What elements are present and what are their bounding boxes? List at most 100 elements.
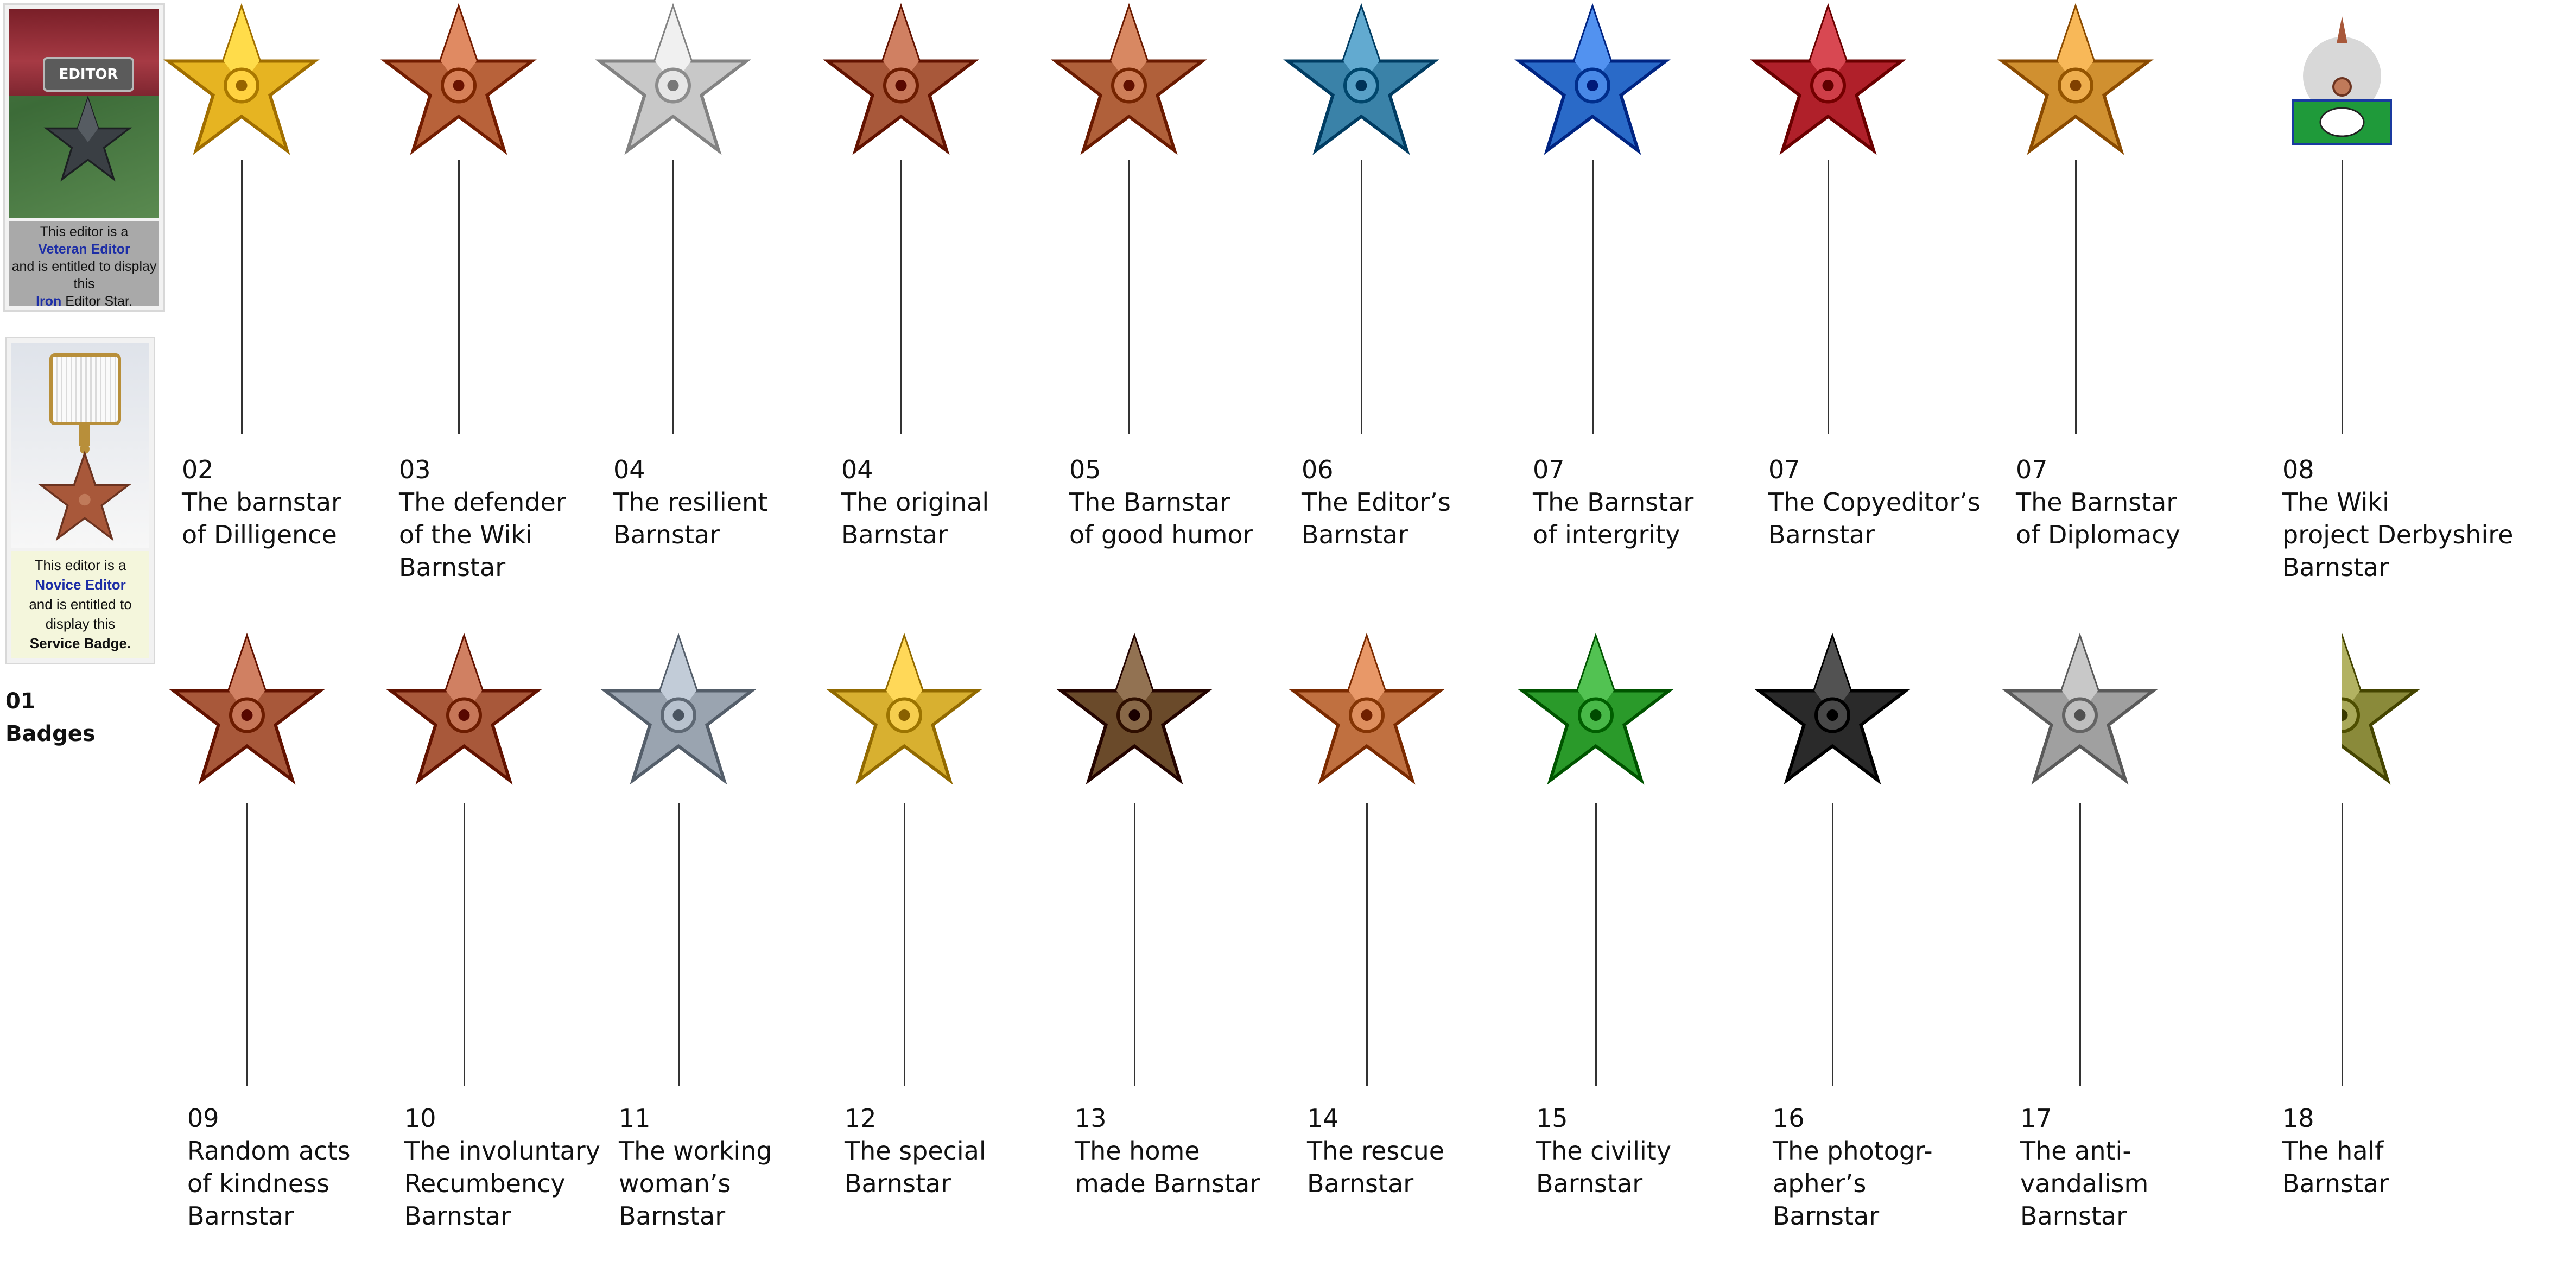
barnstar-title-line: Recumbency	[404, 1169, 566, 1198]
barnstar-title-line: The half	[2282, 1136, 2384, 1165]
barnstar-number: 18	[2282, 1104, 2314, 1133]
barnstar-title-line: Barnstar	[1307, 1169, 1414, 1198]
steel-blue-barnstar-icon	[600, 632, 757, 785]
laurel-barnstar-icon	[1997, 3, 2154, 155]
badge-text-line: This editor is a	[34, 557, 126, 573]
barnstar-title-line: of intergrity	[1533, 520, 1680, 549]
barnstar-title-line: The Barnstar	[2016, 487, 2177, 517]
smiley-barnstar-icon	[169, 632, 325, 785]
blue-barnstar-icon	[1283, 3, 1439, 155]
editor-tag: EDITOR	[43, 57, 134, 92]
barnstar-title-line: Barnstar	[1768, 520, 1875, 549]
barnstar-title-line: Barnstar	[1302, 520, 1408, 549]
barnstar-caption: 06 The Editor’s Barnstar	[1302, 453, 1451, 551]
bronze-barnstar-icon	[823, 3, 979, 155]
gold-barnstar-icon	[163, 3, 320, 155]
barnstar-number: 02	[182, 455, 214, 484]
barnstar-caption: 16 The photogr-apher’s Barnstar	[1773, 1102, 1933, 1232]
silver-barnstar-icon	[595, 3, 751, 155]
barnstar-title-line: Barnstar	[841, 520, 948, 549]
connector-line	[678, 803, 680, 1086]
barnstar-title-line: Barnstar	[2282, 1169, 2389, 1198]
barnstar-title-line: The defender	[399, 487, 566, 517]
connector-line	[900, 160, 902, 434]
barnstar-caption: 10 The involuntary Recumbency Barnstar	[404, 1102, 600, 1232]
derbyshire-ram-icon	[2292, 16, 2392, 145]
connector-line	[246, 803, 248, 1086]
connector-line	[2079, 803, 2081, 1086]
barnstar-title-line: The rescue	[1307, 1136, 1445, 1165]
badge-text-line: this	[73, 276, 95, 292]
section-title: 01 Badges	[5, 685, 96, 750]
barnstar-title-line: The civility	[1536, 1136, 1672, 1165]
helicopter-barnstar-icon	[1289, 632, 1445, 785]
barnstar-title-line: Barnstar	[845, 1169, 951, 1198]
barnstar-number: 07	[2016, 455, 2048, 484]
connector-line	[1592, 160, 1594, 434]
barnstar-caption: 07 The Barnstar of intergrity	[1533, 453, 1693, 551]
connector-line	[672, 160, 674, 434]
barnstar-number: 15	[1536, 1104, 1568, 1133]
novice-editor-badge: This editor is a Novice Editor and is en…	[5, 337, 155, 664]
barnstar-number: 06	[1302, 455, 1334, 484]
barnstar-number: 12	[845, 1104, 877, 1133]
connector-line	[1366, 803, 1368, 1086]
barnstar-title-line: Barnstar	[187, 1201, 294, 1231]
badge-text-line: and is entitled to display	[11, 259, 157, 274]
barnstar-number: 08	[2282, 455, 2314, 484]
barnstar-caption: 14 The rescue Barnstar	[1307, 1102, 1444, 1200]
medal-clasp-icon	[79, 424, 90, 454]
barnstar-title-line: The special	[845, 1136, 986, 1165]
barnstar-number: 16	[1773, 1104, 1805, 1133]
barnstar-caption: 04 The resilient Barnstar	[613, 453, 767, 551]
barnstar-number: 05	[1069, 455, 1101, 484]
connector-line	[464, 803, 465, 1086]
connector-line	[458, 160, 460, 434]
barnstar-title-line: of Diplomacy	[2016, 520, 2180, 549]
barnstar-caption: 15 The civility Barnstar	[1536, 1102, 1671, 1200]
barnstar-title-line: Barnstar	[399, 553, 506, 582]
barnstar-title-line: The involuntary	[404, 1136, 600, 1165]
connector-line	[904, 803, 905, 1086]
smiling-barnstar-icon	[1051, 3, 1207, 155]
barnstar-caption: 13 The home made Barnstar	[1075, 1102, 1260, 1200]
barnstar-title-line: The Wiki	[2282, 487, 2389, 517]
barnstar-title-line: The barnstar	[182, 487, 341, 517]
barnstar-title-line: The Copyeditor’s	[1768, 487, 1981, 517]
knight-helmet-barnstar-icon	[380, 3, 537, 155]
barnstar-caption: 02 The barnstar of Dilligence	[182, 453, 341, 551]
veteran-editor-link[interactable]: Veteran Editor	[38, 242, 130, 257]
barnstar-title-line: apher’s	[1773, 1169, 1867, 1198]
barnstar-caption: 08 The Wiki project Derbyshire Barnstar	[2282, 453, 2513, 584]
twig-barnstar-icon	[1056, 632, 1213, 785]
camera-lens-barnstar-icon	[1754, 632, 1911, 785]
barnstar-number: 04	[613, 455, 645, 484]
barnstar-number: 07	[1768, 455, 1800, 484]
barnstar-title-line: Barnstar	[2020, 1201, 2127, 1231]
badge-text-line: and is entitled to	[29, 596, 132, 612]
barnstar-title-line: The Editor’s	[1302, 487, 1451, 517]
barnstar-title-line: made Barnstar	[1075, 1169, 1260, 1198]
barnstar-title-line: Barnstar	[613, 520, 720, 549]
barnstar-title-line: Barnstar	[619, 1201, 726, 1231]
novice-editor-link[interactable]: Novice Editor	[35, 577, 126, 593]
barnstar-title-line: woman’s	[619, 1169, 731, 1198]
connector-line	[2342, 803, 2343, 1086]
iron-editor-star-image: EDITOR	[9, 9, 159, 218]
barnstar-caption: 03 The defender of the Wiki Barnstar	[399, 453, 566, 584]
barnstar-number: 03	[399, 455, 431, 484]
connector-line	[1134, 803, 1135, 1086]
barnstar-number: 14	[1307, 1104, 1339, 1133]
barnstar-number: 10	[404, 1104, 436, 1133]
iron-link[interactable]: Iron	[36, 294, 62, 309]
barnstar-caption: 04 The original Barnstar	[841, 453, 989, 551]
teacup-barnstar-icon	[1518, 632, 1674, 785]
barnstar-number: 04	[841, 455, 873, 484]
section-heading: Badges	[5, 721, 96, 746]
barnstar-number: 17	[2020, 1104, 2052, 1133]
veteran-badge-text: This editor is a Veteran Editor and is e…	[9, 221, 159, 309]
half-barnstar-icon	[2342, 634, 2420, 785]
barnstar-title-line: The Barnstar	[1533, 487, 1694, 517]
barnstar-caption: 07 The Copyeditor’s Barnstar	[1768, 453, 1981, 551]
connector-line	[2075, 160, 2077, 434]
